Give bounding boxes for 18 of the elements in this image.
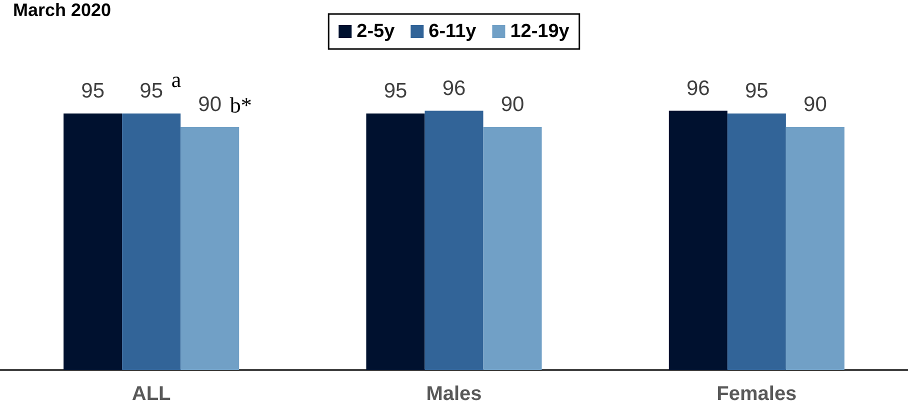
data-label: 95 [384, 80, 408, 102]
legend-label: 2-5y [356, 21, 396, 42]
chart-title: March 2020 [13, 0, 112, 20]
annotation: b* [230, 92, 252, 118]
data-label: 90 [804, 93, 827, 116]
x-tick-label: ALL [132, 383, 171, 405]
annotation: a [171, 67, 182, 92]
legend-label: 6-11y [428, 21, 477, 42]
data-label: 95 [81, 80, 104, 102]
data-label: 96 [686, 76, 710, 100]
x-tick-label: Males [426, 383, 482, 405]
x-tick-label: Females [716, 383, 797, 405]
data-label: 95 [744, 80, 768, 102]
data-label: 90 [198, 93, 222, 116]
data-label: 95 [140, 80, 164, 102]
data-label: 96 [442, 76, 466, 100]
legend-label: 12-19y [510, 21, 570, 42]
data-label: 90 [500, 93, 524, 116]
